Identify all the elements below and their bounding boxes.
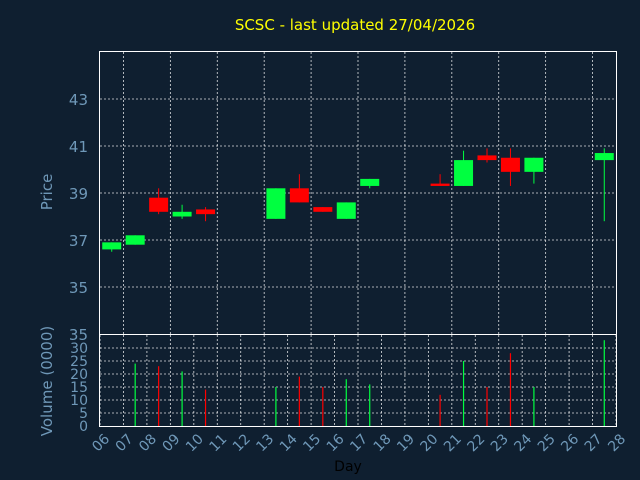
day-tick-label: 08: [136, 431, 160, 455]
volume-axis-label: Volume (0000): [38, 326, 56, 436]
candle-body: [477, 155, 497, 161]
day-tick-label: 24: [511, 431, 535, 455]
price-y-ticks: 35 37 39 41 43 35: [69, 91, 88, 344]
volume-gridlines: [99, 335, 617, 426]
day-tick-label: 28: [605, 431, 629, 455]
candlestick-series: [102, 148, 614, 252]
day-tick-label: 12: [230, 431, 254, 455]
candle-body: [336, 202, 356, 219]
candle-body: [266, 188, 286, 219]
day-tick-label: 27: [582, 431, 606, 455]
day-tick-label: 21: [441, 431, 465, 455]
volume-tick-label: 20: [70, 367, 88, 383]
day-tick-label: 22: [464, 431, 488, 455]
candle-body: [102, 242, 122, 250]
candle-body: [594, 153, 614, 161]
day-axis-label: Day: [334, 459, 362, 475]
candle-body: [172, 211, 192, 217]
candle-body: [360, 178, 380, 186]
day-tick-label: 07: [113, 431, 137, 455]
day-tick-label: 26: [558, 431, 582, 455]
day-tick-label: 20: [418, 431, 442, 455]
chart-title: SCSC - last updated 27/04/2026: [235, 16, 475, 34]
volume-panel-frame: [99, 334, 617, 427]
day-tick-label: 23: [488, 431, 512, 455]
volume-tick-label: 25: [70, 354, 88, 370]
price-tick-label: 39: [69, 185, 88, 203]
candle-body: [430, 183, 450, 186]
day-tick-label: 10: [183, 431, 207, 455]
price-gridlines: [100, 52, 616, 334]
day-tick-label: 13: [253, 431, 277, 455]
candle-body: [500, 157, 520, 172]
volume-tick-label: 10: [70, 393, 88, 409]
volume-bar-series: [134, 340, 605, 426]
price-tick-label: 43: [69, 91, 88, 109]
price-axis-label: Price: [38, 174, 56, 211]
price-tick-label: 35: [69, 326, 88, 344]
day-tick-label: 14: [277, 431, 301, 455]
price-tick-label: 37: [69, 232, 88, 250]
day-tick-label: 19: [394, 431, 418, 455]
day-tick-label: 11: [206, 431, 230, 455]
day-tick-label: 25: [535, 431, 559, 455]
volume-tick-label: 15: [70, 380, 88, 396]
candle-body: [196, 209, 216, 215]
volume-tick-label: 0: [79, 419, 88, 435]
candle-body: [289, 188, 309, 203]
candle-body: [149, 197, 169, 212]
candle-body: [313, 207, 333, 212]
candle-body: [125, 235, 145, 245]
price-tick-label: 41: [69, 138, 88, 156]
day-tick-label: 15: [300, 431, 324, 455]
day-tick-label: 09: [160, 431, 184, 455]
price-tick-label: 35: [69, 279, 88, 297]
day-tick-label: 17: [347, 431, 371, 455]
volume-tick-label: 5: [79, 406, 88, 422]
day-tick-label: 06: [89, 431, 113, 455]
volume-tick-label: 30: [70, 341, 88, 357]
day-x-ticks: 06 07 08 09 10 11 12 13 14 15 16 17 18 19 20 21 22 23 24 25…: [89, 431, 629, 455]
candle-body: [524, 157, 544, 172]
day-tick-label: 18: [371, 431, 395, 455]
candle-body: [454, 160, 474, 186]
day-tick-label: 16: [324, 431, 348, 455]
